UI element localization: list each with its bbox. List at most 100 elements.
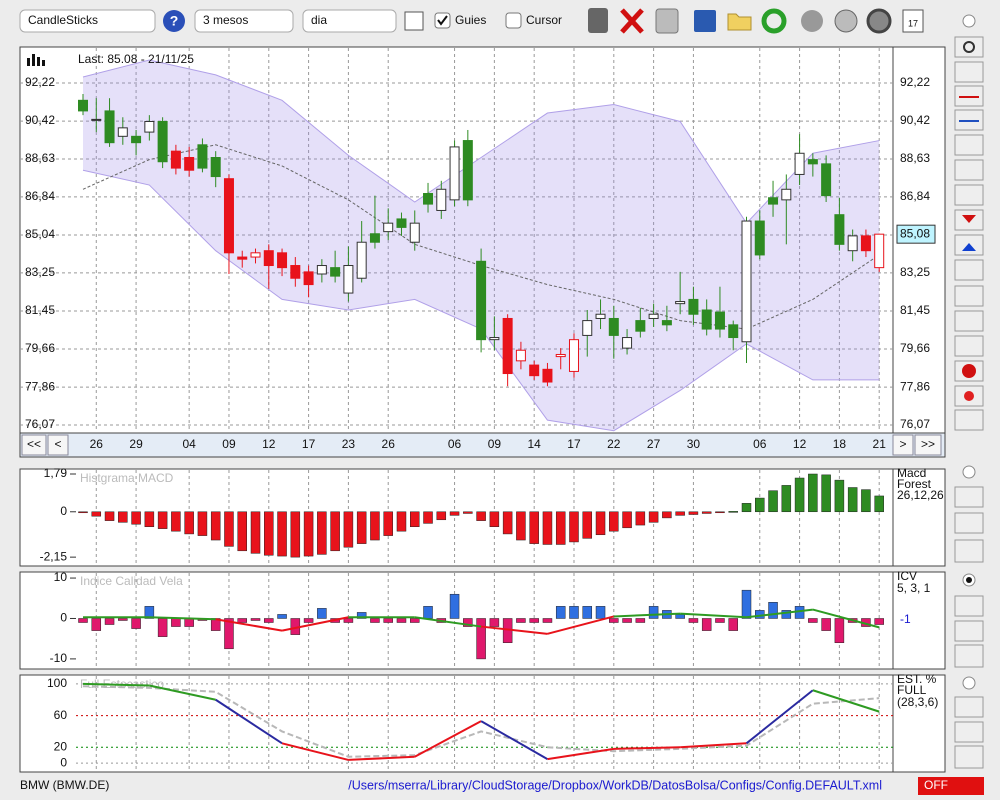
candle-body [515, 349, 526, 362]
print-button[interactable] [655, 8, 679, 34]
hist-bar [224, 618, 234, 650]
candle-body [555, 353, 566, 358]
panel-subname: Forest [897, 477, 932, 491]
signal-tool[interactable] [954, 696, 984, 718]
radio[interactable] [962, 676, 976, 690]
hist-bar [648, 606, 659, 619]
hist-bar [595, 606, 606, 619]
channel-tool[interactable] [954, 134, 984, 156]
candle-body [184, 157, 195, 171]
settings-button[interactable] [866, 8, 892, 34]
hist-bar [250, 511, 261, 554]
state-box[interactable] [918, 777, 984, 795]
date-label: 09 [222, 437, 236, 451]
candle-body [144, 120, 155, 133]
hist-bar [463, 618, 473, 627]
hist-bar [529, 511, 539, 544]
hist-bar [171, 618, 181, 627]
date-label: 17 [302, 437, 316, 451]
signal-tool[interactable] [954, 595, 984, 617]
open-button[interactable] [727, 13, 752, 31]
fibo-tool[interactable] [954, 184, 984, 206]
chart-icon[interactable] [404, 11, 424, 31]
levels-tool[interactable] [954, 620, 984, 642]
hist-bar [675, 511, 685, 516]
icv-line [149, 616, 216, 621]
date-label: 21 [873, 437, 887, 451]
sync-tool[interactable] [954, 409, 984, 431]
candle-body [316, 265, 327, 275]
hist-bar [131, 511, 141, 525]
levels-tool[interactable] [954, 721, 984, 743]
candle-body [263, 250, 274, 267]
hist-bar [476, 618, 486, 660]
watermark: Indice Calidad Vela [80, 574, 183, 588]
trash-button[interactable] [588, 8, 608, 33]
panel-last: -1 [900, 612, 911, 626]
hist-bar [635, 511, 646, 526]
candle-body [476, 260, 487, 341]
chart-style-select[interactable] [19, 9, 156, 33]
candle-body [423, 193, 434, 205]
currency-button[interactable] [834, 9, 858, 33]
y-tick-label: 92,22 [25, 75, 55, 89]
levels-tool[interactable] [954, 285, 984, 307]
hist-bar [423, 606, 433, 619]
curve-tool[interactable] [954, 539, 984, 563]
hist-bar [821, 474, 831, 513]
trend-tool[interactable] [954, 159, 984, 181]
y-tick-label: 86,84 [25, 189, 55, 203]
percent-tool[interactable] [954, 310, 984, 332]
candle-body [781, 188, 792, 201]
stoch-k [680, 742, 747, 749]
y-tick-label: 77,86 [25, 379, 55, 393]
cursor-checkbox[interactable] [505, 12, 522, 29]
nav-prev[interactable] [47, 434, 69, 456]
hist-bar [436, 511, 447, 521]
hist-bar [396, 618, 407, 623]
web-button[interactable] [801, 10, 823, 32]
candle-body [688, 298, 699, 315]
interval-select[interactable] [302, 9, 397, 33]
zoom-tool[interactable] [954, 36, 984, 58]
delete-button[interactable] [620, 8, 644, 34]
nav-first[interactable] [21, 434, 47, 456]
candle-body [608, 317, 619, 336]
hist-bar [343, 618, 354, 623]
candle-body [117, 127, 128, 137]
refresh-button[interactable] [761, 8, 787, 34]
signal-tool[interactable] [954, 486, 984, 508]
chart-style-text: CandleSticks [28, 13, 98, 27]
range-select[interactable] [194, 9, 294, 33]
radio[interactable] [962, 465, 976, 479]
y-tick-label: 100 [47, 676, 67, 690]
hist-bar [91, 618, 102, 631]
state-label: OFF [924, 778, 948, 792]
curve-tool[interactable] [954, 644, 984, 668]
hist-bar [356, 511, 367, 544]
percent-lines-tool[interactable] [954, 335, 984, 357]
date-label: 26 [90, 437, 104, 451]
radio[interactable] [962, 14, 976, 28]
nav-last[interactable] [914, 434, 942, 456]
hist-bar [277, 511, 287, 557]
indicator-tool[interactable] [954, 61, 984, 83]
config-path[interactable]: /Users/mserra/Library/CloudStorage/Dropb… [348, 778, 882, 792]
help-button[interactable] [163, 10, 185, 32]
signals-tool[interactable] [954, 259, 984, 281]
hist-bar [542, 618, 553, 623]
levels-tool[interactable] [954, 512, 984, 534]
hist-bar [303, 511, 314, 557]
date-label: 29 [129, 437, 143, 451]
save-button[interactable] [694, 10, 716, 32]
nav-next[interactable] [892, 434, 914, 456]
candle-body [409, 222, 420, 243]
icv-line [215, 618, 283, 632]
hist-bar [197, 511, 208, 536]
hist-bar [542, 511, 553, 545]
calendar-button[interactable] [902, 9, 924, 33]
curve-tool[interactable] [954, 745, 984, 769]
icv-line [281, 616, 349, 632]
hist-bar [303, 618, 314, 623]
hist-bar [516, 618, 526, 623]
